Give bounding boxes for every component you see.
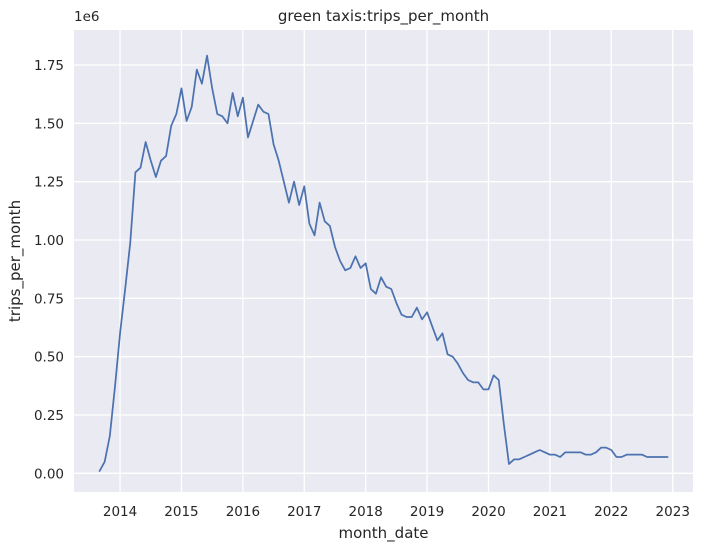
y-axis-offset-label: 1e6 (74, 9, 99, 25)
series-line (98, 54, 669, 472)
x-tick-label: 2018 (349, 504, 383, 520)
y-tick-label: 0.50 (34, 350, 64, 366)
y-tick-label: 1.00 (34, 233, 64, 249)
x-tick-label: 2022 (594, 504, 628, 520)
grid (74, 30, 693, 492)
y-tick-label: 1.25 (34, 175, 64, 191)
x-tick-label: 2019 (410, 504, 444, 520)
x-tick-label: 2021 (533, 504, 567, 520)
y-axis-label: trips_per_month (6, 200, 25, 322)
x-tick-label: 2020 (471, 504, 505, 520)
chart-title: green taxis:trips_per_month (278, 7, 489, 26)
tick-labels: 2014 2015 2016 2017 2018 2019 2020 2021 2022 2023… (34, 58, 690, 520)
x-tick-label: 2016 (226, 504, 260, 520)
y-tick-label: 0.75 (34, 291, 64, 307)
x-tick-label: 2023 (656, 504, 690, 520)
x-axis-label: month_date (338, 524, 428, 543)
y-tick-label: 1.50 (34, 116, 64, 132)
y-tick-label: 0.00 (34, 466, 64, 482)
y-tick-label: 1.75 (34, 58, 64, 74)
x-tick-label: 2015 (164, 504, 198, 520)
x-tick-label: 2014 (103, 504, 137, 520)
plot-area (74, 30, 693, 492)
y-tick-label: 0.25 (34, 408, 64, 424)
x-tick-label: 2017 (287, 504, 321, 520)
